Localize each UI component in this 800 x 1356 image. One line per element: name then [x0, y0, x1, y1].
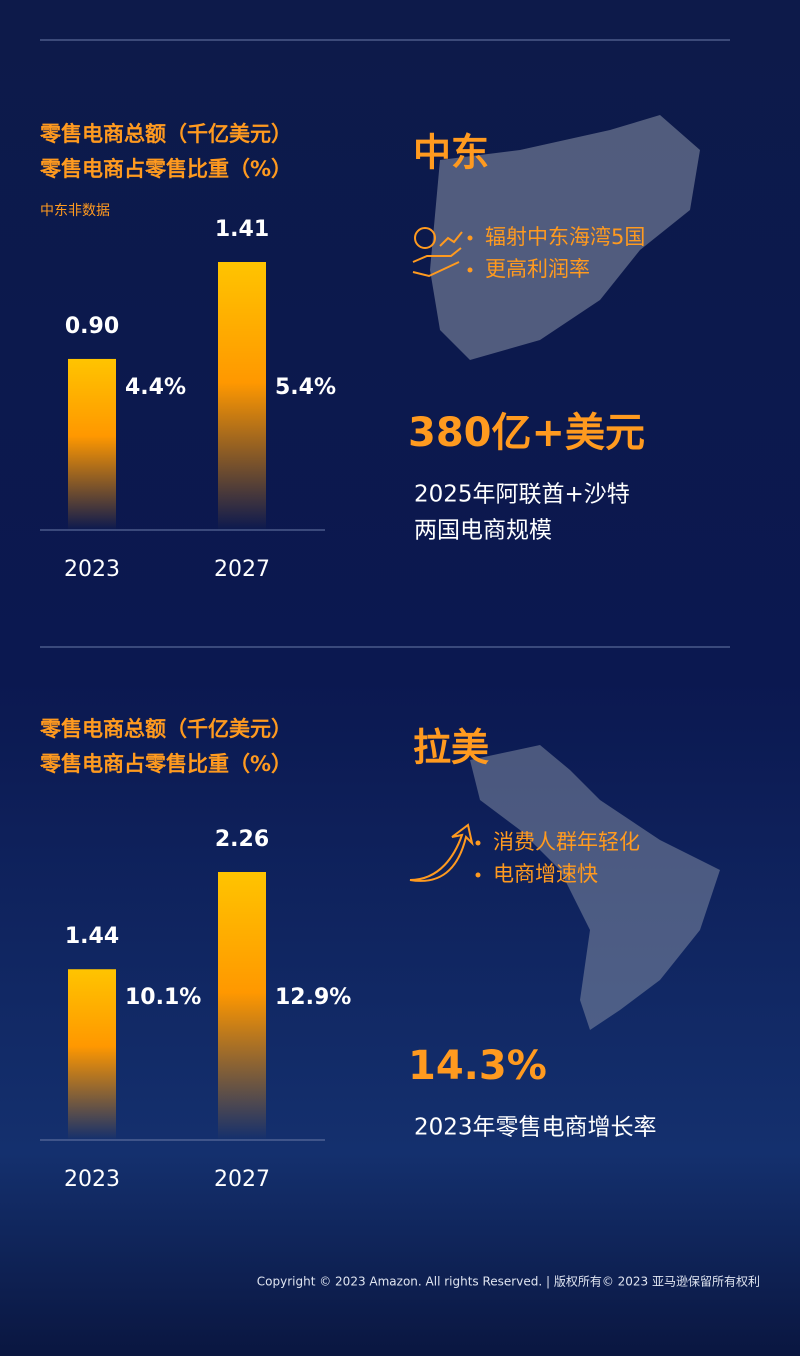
- chart-title: 零售电商占零售比重（%）: [39, 752, 292, 776]
- map-middle-east: [430, 115, 700, 360]
- x-tick-label: 2027: [214, 557, 270, 582]
- share-label: 10.1%: [125, 985, 201, 1010]
- chart-subtitle: 中东非数据: [40, 203, 110, 219]
- bullet-dot: [467, 235, 473, 241]
- icon-profit: [412, 227, 463, 278]
- chart-title: 零售电商总额（千亿美元）: [39, 717, 292, 741]
- bullet-text: 辐射中东海湾5国: [485, 225, 645, 249]
- stat-value: 14.3%: [408, 1043, 547, 1089]
- bullet-dot: [475, 872, 481, 878]
- x-tick-label: 2023: [64, 1167, 120, 1192]
- bar: [68, 969, 116, 1140]
- bullet-text: 电商增速快: [493, 862, 598, 886]
- stat-note: 两国电商规模: [414, 518, 552, 544]
- region-title: 拉美: [413, 726, 489, 770]
- value-label: 2.26: [215, 827, 269, 852]
- chart-title: 零售电商占零售比重（%）: [39, 157, 292, 181]
- bar: [68, 358, 116, 530]
- x-tick-label: 2027: [214, 1167, 270, 1192]
- bar: [218, 872, 266, 1140]
- chart-title: 零售电商总额（千亿美元）: [39, 122, 292, 146]
- map-latin-america: [470, 745, 720, 1030]
- region-title: 中东: [413, 131, 489, 175]
- bar: [218, 262, 266, 530]
- bullet-text: 消费人群年轻化: [493, 830, 640, 854]
- bullet-dot: [467, 267, 473, 273]
- bullet-text: 更高利润率: [485, 257, 590, 281]
- x-tick-label: 2023: [64, 557, 120, 582]
- share-label: 5.4%: [275, 375, 336, 400]
- footer: Copyright © 2023 Amazon. All rights Rese…: [257, 1275, 760, 1289]
- value-label: 0.90: [65, 314, 119, 339]
- share-label: 12.9%: [275, 985, 351, 1010]
- icon-growth: [409, 823, 474, 882]
- share-label: 4.4%: [125, 375, 186, 400]
- value-label: 1.44: [65, 924, 119, 949]
- value-label: 1.41: [215, 217, 269, 242]
- stat-note: 2023年零售电商增长率: [414, 1115, 657, 1141]
- bullet-dot: [475, 840, 481, 846]
- stat-note: 2025年阿联酋+沙特: [414, 482, 630, 508]
- stat-value: 380亿+美元: [408, 410, 645, 456]
